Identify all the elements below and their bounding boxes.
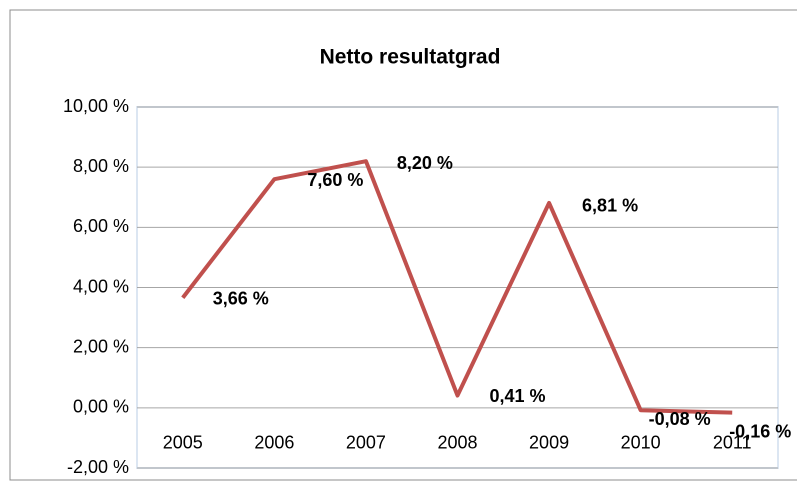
x-tick-label: 2008: [437, 433, 477, 453]
x-tick-label: 2010: [621, 433, 661, 453]
data-label: -0,16 %: [729, 421, 791, 441]
data-label: 3,66 %: [213, 288, 269, 308]
y-tick-label: -2,00 %: [67, 457, 129, 477]
x-tick-label: 2007: [346, 433, 386, 453]
data-label: 6,81 %: [582, 196, 638, 216]
data-label: 7,60 %: [307, 170, 363, 190]
y-tick-label: 0,00 %: [73, 397, 129, 417]
y-tick-label: 6,00 %: [73, 216, 129, 236]
data-label: 8,20 %: [397, 153, 453, 173]
x-tick-label: 2006: [254, 433, 294, 453]
chart-title: Netto resultatgrad: [320, 46, 501, 69]
y-tick-label: 10,00 %: [63, 96, 129, 116]
data-label: 0,41 %: [489, 386, 545, 406]
x-tick-label: 2005: [163, 433, 203, 453]
y-tick-label: 2,00 %: [73, 336, 129, 356]
x-tick-label: 2011: [713, 433, 752, 453]
y-tick-label: 8,00 %: [73, 156, 129, 176]
x-tick-label: 2009: [529, 433, 569, 453]
line: [181, 159, 733, 415]
y-tick-label: 4,00 %: [73, 276, 129, 296]
data-label: -0,08 %: [649, 409, 711, 429]
